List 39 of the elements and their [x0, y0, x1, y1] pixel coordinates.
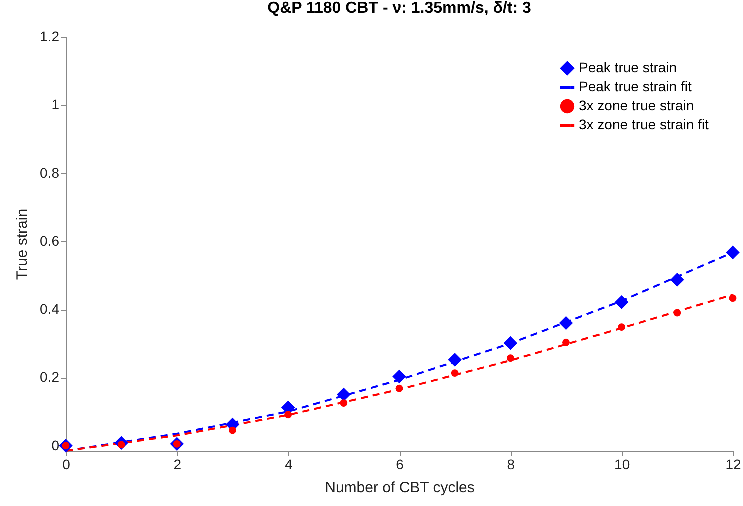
- legend-label: 3x zone true strain fit: [579, 116, 710, 132]
- point: [618, 324, 626, 332]
- x-axis-title: Number of CBT cycles: [325, 480, 475, 496]
- point: [396, 384, 404, 392]
- point: [284, 411, 292, 419]
- point: [559, 316, 574, 330]
- point: [504, 336, 518, 350]
- point: [340, 400, 348, 407]
- x-tick-label: 2: [174, 456, 182, 472]
- point: [614, 296, 629, 310]
- point: [448, 353, 462, 367]
- point: [729, 294, 737, 302]
- x-tick-label: 0: [62, 456, 71, 472]
- y-axis-title: True strain: [14, 208, 32, 280]
- x-tick-label: 8: [507, 456, 516, 472]
- legend-label: Peak true strain: [579, 60, 678, 76]
- point: [337, 388, 351, 402]
- point: [674, 309, 682, 317]
- y-tick-label: 0.6: [40, 232, 60, 249]
- y-tick-label: 0.8: [40, 164, 60, 181]
- point: [229, 426, 236, 434]
- y-tick-label: 0.2: [40, 369, 60, 386]
- point: [726, 246, 740, 260]
- y-tick-label: 1: [52, 96, 60, 113]
- point: [562, 338, 570, 346]
- y-tick-label: 0: [52, 437, 60, 454]
- y-tick-label: 1.2: [40, 28, 60, 44]
- x-tick-label: 10: [614, 456, 630, 472]
- point: [392, 370, 406, 384]
- legend-label: 3x zone true strain: [579, 98, 694, 114]
- point: [451, 370, 459, 378]
- point: [506, 354, 514, 362]
- y-tick-label: 0.4: [40, 301, 60, 318]
- point: [670, 273, 684, 287]
- legend-label: Peak true strain fit: [579, 78, 692, 94]
- x-tick-label: 12: [726, 456, 742, 472]
- x-tick-label: 6: [396, 456, 404, 472]
- x-tick-label: 4: [284, 456, 293, 472]
- chart-title: Q&P 1180 CBT - ν: 1.35mm/s, δ/t: 3: [268, 0, 532, 17]
